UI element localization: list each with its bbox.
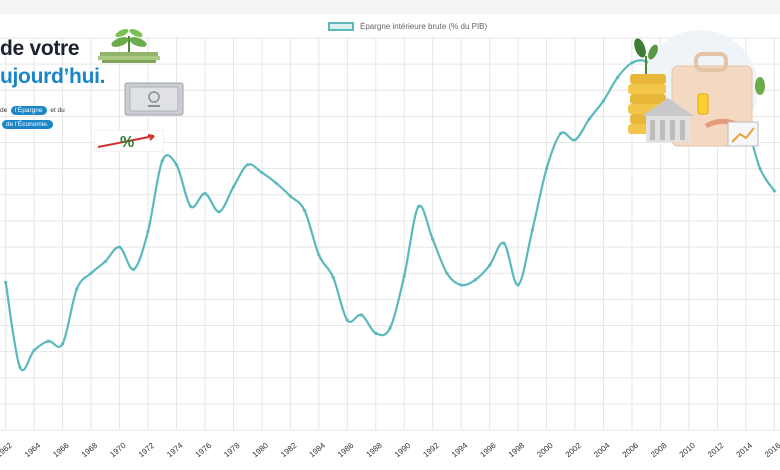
data-point	[46, 339, 50, 343]
promo-overlay: de votre ujourd’hui. de l’Épargne et du …	[0, 26, 185, 161]
data-point	[601, 99, 606, 103]
x-tick-label: 1986	[336, 441, 356, 460]
data-point	[331, 275, 335, 279]
data-point	[302, 208, 307, 213]
data-point	[4, 280, 8, 284]
x-tick-label: 1978	[222, 441, 242, 460]
x-tick-label: 1976	[194, 441, 214, 460]
x-tick-label: 2012	[706, 441, 726, 460]
data-point	[573, 138, 577, 142]
x-tick-label: 1964	[23, 441, 43, 460]
data-point	[530, 228, 534, 232]
x-tick-label: 1988	[364, 441, 384, 460]
data-point	[246, 163, 250, 167]
top-band	[0, 0, 780, 14]
x-tick-label: 1990	[393, 441, 413, 460]
data-point	[103, 259, 107, 264]
data-point	[189, 204, 193, 209]
data-point	[516, 283, 520, 287]
data-point	[89, 271, 93, 275]
x-tick-label: 1996	[478, 441, 498, 460]
data-point	[132, 267, 136, 271]
data-point	[502, 241, 506, 245]
x-tick-label: 2000	[535, 441, 555, 460]
data-point	[559, 131, 563, 135]
safe-icon	[124, 82, 184, 116]
data-point	[231, 185, 236, 189]
x-tick-label: 1974	[165, 441, 185, 460]
x-tick-label: 2016	[763, 441, 780, 460]
promo-title-line2: ujourd’hui.	[0, 65, 106, 88]
data-point	[160, 159, 164, 163]
data-point	[416, 204, 421, 209]
data-point	[630, 61, 634, 65]
data-point	[203, 191, 207, 196]
data-point	[61, 342, 65, 346]
data-point	[488, 263, 492, 267]
data-point	[174, 163, 179, 167]
x-tick-label: 1970	[108, 441, 128, 460]
x-tick-label: 1982	[279, 441, 299, 460]
percent-growth-icon: %	[94, 130, 164, 152]
data-point	[317, 253, 321, 257]
data-point	[117, 245, 122, 249]
data-point	[146, 229, 150, 233]
series-points	[4, 59, 776, 369]
data-point	[388, 326, 392, 330]
data-point	[260, 170, 264, 175]
data-point	[431, 237, 435, 241]
data-point	[75, 287, 79, 291]
data-point	[544, 167, 549, 171]
data-point	[18, 365, 22, 369]
x-tick-label: 2006	[621, 441, 641, 460]
data-point	[359, 313, 364, 317]
data-point	[616, 75, 620, 79]
x-tick-label: 2014	[735, 441, 755, 460]
promo-subtitle-line2: de l’Économie.	[0, 120, 55, 129]
promo-pill-epargne: l’Épargne	[11, 106, 47, 115]
x-tick-label: 1968	[80, 441, 100, 460]
data-point	[32, 348, 36, 352]
data-point	[374, 331, 378, 335]
data-point	[217, 210, 221, 214]
money-plant-icon	[98, 28, 160, 63]
data-point	[274, 181, 278, 185]
x-tick-label: 1992	[421, 441, 441, 460]
x-tick-label: 2004	[592, 441, 612, 460]
x-tick-label: 2002	[564, 441, 584, 460]
chart-legend[interactable]: Épargne intérieure brute (% du PIB)	[328, 19, 487, 33]
data-point	[772, 189, 776, 193]
legend-label: Épargne intérieure brute (% du PIB)	[360, 21, 488, 31]
x-tick-label: 1966	[51, 441, 71, 460]
data-point	[402, 274, 406, 278]
x-tick-label: 1972	[137, 441, 157, 460]
finance-illustration	[628, 30, 765, 147]
promo-title-line1: de votre	[0, 37, 80, 60]
data-point	[587, 117, 591, 121]
x-tick-label: 1984	[308, 441, 328, 460]
data-point	[288, 194, 292, 198]
promo-subtitle-line1: de l’Épargne et du	[0, 106, 65, 115]
data-point	[445, 271, 449, 275]
x-tick-label: 2010	[678, 441, 698, 460]
x-axis-ticks: 1962 1964 1966 1968 1970 1972 1974 1976 1978 1980…	[0, 441, 780, 460]
percent-symbol: %	[120, 134, 134, 151]
data-point	[345, 318, 349, 322]
x-tick-label: 1994	[450, 441, 470, 460]
x-tick-label: 2008	[649, 441, 669, 460]
promo-line1-prefix: de	[0, 107, 8, 114]
x-tick-label: 1962	[0, 441, 14, 460]
data-point	[473, 278, 478, 282]
data-point	[459, 283, 463, 287]
promo-line1-suffix: et du	[50, 107, 65, 114]
x-tick-label: 1998	[507, 441, 527, 460]
legend-swatch	[328, 21, 354, 31]
data-point	[758, 167, 762, 171]
promo-pill-economie: de l’Économie.	[2, 120, 53, 129]
x-tick-label: 1980	[251, 441, 271, 460]
